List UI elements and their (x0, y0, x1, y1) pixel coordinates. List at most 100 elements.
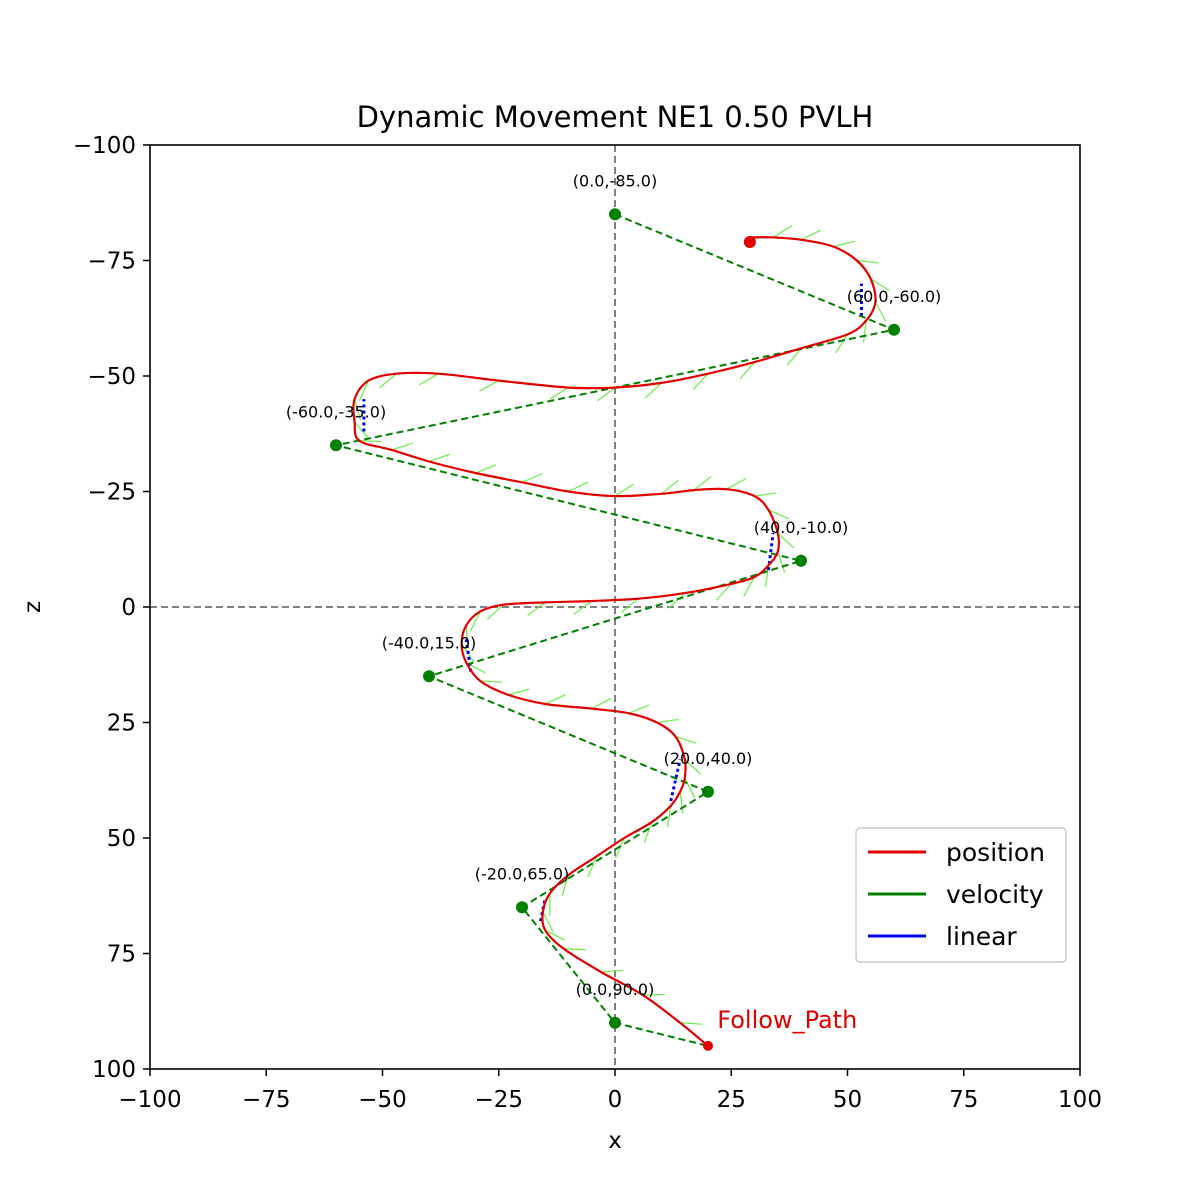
position-end-marker (703, 1040, 713, 1051)
waypoint-label: (-40.0,15.0) (382, 633, 477, 652)
waypoint-marker (609, 208, 621, 221)
velocity-arrow (542, 911, 554, 932)
velocity-arrow (715, 583, 732, 601)
legend-frame (855, 827, 1067, 963)
velocity-arrow (642, 993, 665, 996)
velocity-arrow (614, 837, 625, 859)
velocity-arrow (666, 805, 672, 828)
velocity-arrow (354, 421, 370, 440)
velocity-arrow (777, 532, 795, 549)
waypoint-label: (0.0,-85.0) (573, 171, 657, 190)
velocity-arrow (684, 777, 695, 798)
velocity-arrow (684, 759, 702, 775)
y-tick-label: −50 (87, 364, 136, 390)
waypoint-label: (20.0,40.0) (664, 749, 753, 768)
velocity-arrow (614, 483, 634, 497)
velocity-arrow (620, 598, 639, 614)
y-axis-label: z (20, 601, 46, 613)
velocity-arrow (486, 604, 504, 620)
plot-area: (0.0,-85.0) (60.0,-60.0) (-60.0,-35.0) (40.… (150, 145, 1080, 1069)
velocity-arrow (643, 821, 653, 843)
x-tick-label: −50 (358, 1087, 407, 1113)
y-tick-label: −75 (87, 249, 136, 275)
position-start-marker (743, 236, 756, 249)
waypoint-marker (702, 785, 714, 798)
waypoint-label: (60.0,-60.0) (847, 287, 942, 306)
ticks: −100 −75 −50 −25 0 25 50 75 100 −100 −75 −50 −25 0 25 5… (73, 133, 1102, 1113)
velocity-arrow (480, 680, 503, 683)
waypoint-marker (423, 670, 435, 683)
annotation-follow-path: Follow_Path (717, 1006, 857, 1034)
velocity-arrow (465, 625, 469, 648)
velocity-arrow (692, 373, 709, 391)
x-tick-label: 25 (717, 1087, 746, 1113)
waypoint-marker (888, 323, 900, 336)
velocity-arrow (777, 551, 786, 573)
velocity-arrow (354, 398, 362, 421)
velocity-arrow (628, 704, 650, 714)
velocity-arrow (379, 373, 397, 389)
velocity-arrow (661, 479, 680, 495)
waypoint-marker (795, 554, 807, 567)
velocity-arrow (428, 453, 451, 463)
velocity-arrow (597, 387, 616, 402)
legend-label-velocity: velocity (946, 880, 1044, 909)
velocity-arrow (675, 735, 697, 744)
linear-segment (669, 759, 682, 802)
velocity-arrow (743, 576, 756, 597)
velocity-arrow (668, 592, 686, 609)
x-tick-label: 75 (949, 1087, 978, 1113)
legend: position velocity linear (855, 827, 1067, 963)
velocity-arrow (680, 1022, 703, 1025)
velocity-arrow (544, 694, 566, 705)
velocity-arrow (563, 948, 586, 951)
waypoint-label: (-20.0,65.0) (475, 864, 570, 883)
x-tick-label: 50 (833, 1087, 862, 1113)
velocity-arrow (419, 373, 439, 386)
legend-label-linear: linear (946, 922, 1017, 951)
velocity-arrow (856, 259, 879, 264)
velocity-arrow (870, 278, 890, 291)
velocity-arrow (568, 481, 589, 493)
velocity-arrow (835, 334, 849, 354)
waypoint-marker (330, 439, 342, 452)
waypoint-marker (516, 901, 528, 914)
velocity-arrow (800, 229, 822, 241)
velocity-arrow (469, 611, 481, 632)
x-axis-label: x (608, 1128, 622, 1154)
velocity-arrow (587, 856, 597, 878)
velocity-arrow (768, 509, 789, 520)
velocity-arrow (656, 718, 679, 724)
chart-title: Dynamic Movement NE1 0.50 PVLH (357, 100, 874, 134)
legend-label-position: position (946, 838, 1045, 867)
y-tick-label: 25 (107, 711, 136, 737)
velocity-arrow (359, 440, 382, 443)
x-tick-label: −25 (474, 1087, 523, 1113)
y-tick-label: −25 (87, 480, 136, 506)
waypoint-label: (40.0,-10.0) (754, 518, 849, 537)
x-tick-label: −100 (118, 1087, 181, 1113)
velocity-arrow (544, 929, 566, 941)
x-tick-label: −75 (242, 1087, 291, 1113)
velocity-arrow (863, 320, 867, 343)
y-tick-label: −100 (73, 133, 136, 159)
y-tick-label: 0 (121, 595, 136, 621)
velocity-arrow (527, 601, 546, 617)
velocity-arrow (591, 697, 612, 710)
y-tick-label: 50 (107, 826, 136, 852)
velocity-arrow (833, 240, 856, 248)
position-line (352, 236, 877, 1047)
y-tick-label: 75 (107, 942, 136, 968)
velocity-arrow (391, 442, 413, 451)
velocity-arrow (679, 791, 684, 814)
velocity-arrow (693, 475, 712, 491)
x-tick-label: 100 (1058, 1087, 1102, 1113)
velocity-arrow (739, 361, 755, 380)
velocity-arrow (561, 874, 570, 897)
waypoint-label: (-60.0,-35.0) (286, 402, 386, 421)
velocity-arrow (772, 225, 793, 238)
velocity-arrow (644, 382, 662, 399)
velocity-arrow (754, 492, 777, 497)
velocity-arrow (601, 969, 624, 973)
